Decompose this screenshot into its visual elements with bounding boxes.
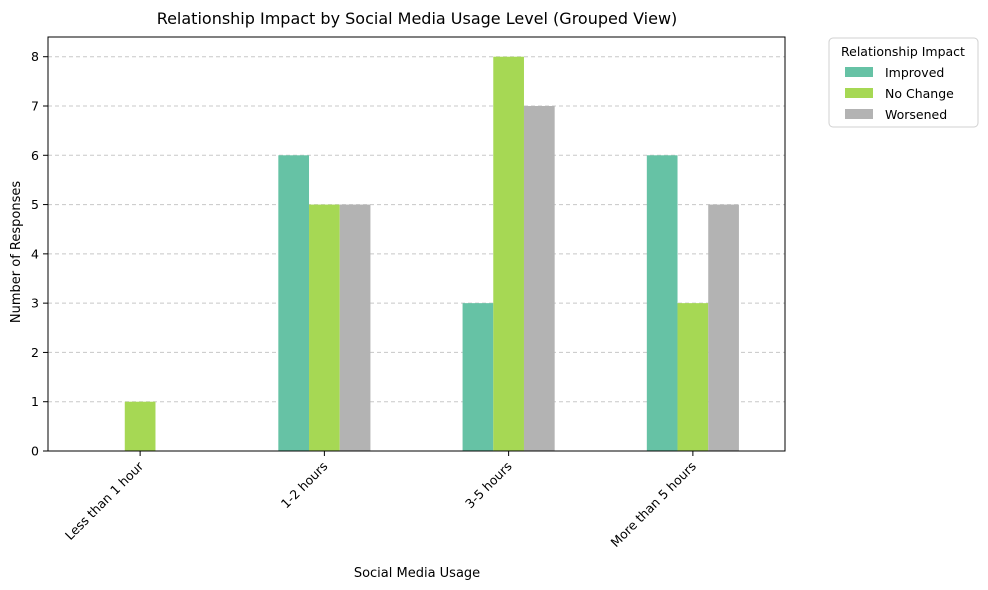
legend-title: Relationship Impact	[841, 44, 965, 59]
bar-improved-1	[278, 155, 310, 452]
x-tick-label: 1-2 hours	[278, 459, 331, 512]
y-tick-label: 6	[31, 148, 39, 163]
bars-layer	[124, 56, 739, 452]
x-tick-label: Less than 1 hour	[62, 458, 147, 543]
legend-swatch-worsened	[845, 109, 873, 119]
axes-layer	[47, 36, 786, 452]
legend-label-improved: Improved	[885, 65, 944, 80]
legend: Relationship Impact Improved No Change Wor…	[828, 37, 979, 128]
bar-no-change-2	[493, 56, 524, 451]
bar-no-change-0	[124, 401, 156, 451]
bar-worsened-1	[339, 204, 371, 451]
legend-items: Improved No Change Worsened	[845, 65, 954, 122]
bar-no-change-3	[677, 303, 709, 451]
x-tick-label: 3-5 hours	[462, 459, 515, 512]
y-tick-label: 8	[31, 49, 39, 64]
legend-box	[828, 37, 979, 128]
bar-no-change-1	[309, 204, 340, 451]
y-tick-label: 2	[31, 345, 39, 360]
legend-swatch-improved	[845, 67, 873, 77]
y-tick-label: 1	[31, 394, 39, 409]
chart-title: Relationship Impact by Social Media Usag…	[157, 9, 678, 28]
y-tick-label: 3	[31, 296, 39, 311]
plot-frame	[47, 36, 786, 452]
bar-improved-3	[646, 155, 678, 452]
x-tick-label: More than 5 hours	[607, 459, 699, 551]
y-tick-label: 0	[31, 444, 39, 459]
legend-label-no-change: No Change	[885, 86, 954, 101]
bar-worsened-3	[708, 204, 739, 451]
legend-swatch-no-change	[845, 88, 873, 98]
grid-layer	[48, 56, 785, 403]
bar-worsened-2	[523, 106, 555, 451]
bar-improved-2	[462, 303, 494, 451]
y-tick-label: 4	[31, 246, 39, 261]
x-axis-label: Social Media Usage	[354, 566, 480, 581]
legend-label-worsened: Worsened	[885, 107, 947, 122]
y-tick-label: 5	[31, 197, 39, 212]
y-axis-label: Number of Responses	[9, 181, 24, 323]
y-tick-label: 7	[31, 99, 39, 114]
